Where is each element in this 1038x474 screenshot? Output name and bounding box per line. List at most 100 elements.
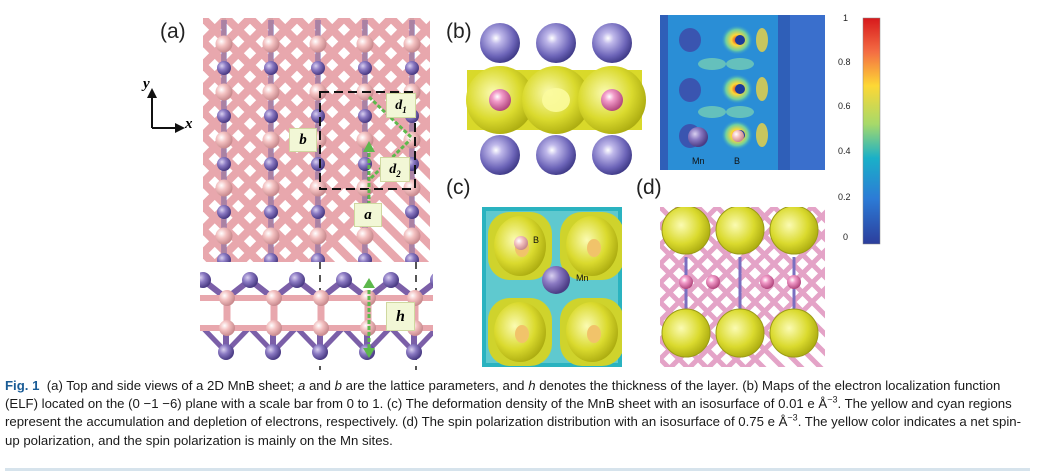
boron-bond [743,285,825,367]
spin-up-sphere [661,308,711,358]
axis-x-head [175,123,185,133]
panel-label-d: (d) [636,176,662,199]
boron-bond [203,18,347,165]
mn-atom [430,273,433,287]
mn-atom [265,344,281,360]
boron-atom [215,35,233,53]
elf-highlight [542,88,570,112]
mn-atom [217,157,231,171]
boron-atom [403,131,421,149]
boron-atom [262,179,280,197]
boron-bond [203,18,300,118]
colorbar-tick-0: 0 [843,232,849,242]
boron-atom [313,320,329,336]
boron-atom [309,83,327,101]
lattice-arrow-d1 [367,95,413,139]
elf-low-spot [679,28,701,52]
mn-bond [200,277,205,287]
mn-atom [536,23,576,63]
boron-atom [266,320,282,336]
boron-bond [203,18,324,142]
elf-core [735,84,745,94]
boron-atom [309,35,327,53]
mn-atom [242,272,258,288]
mn-atom [405,253,419,262]
figure-graphics [0,15,1038,372]
lattice-label-b: b [289,128,317,152]
mn-bond [438,328,461,352]
mn-atom [200,272,211,288]
mn-atom [358,61,372,75]
boron-bond [0,18,205,278]
boron-bond [888,207,1038,372]
panel-c-deformation-density [482,207,622,367]
accumulation-core [587,325,601,343]
mn-atom [480,135,520,175]
boron-atom [219,320,235,336]
colorbar-tick-0.2: 0.2 [838,192,851,202]
boron-atom [514,236,528,250]
mn-atom [358,253,372,262]
arrow-head [363,348,375,358]
boron-bond [0,18,86,278]
axis-label-y: y [143,76,150,92]
mn-bond [438,280,461,298]
mn-atom [217,61,231,75]
arrow-head [363,278,375,288]
mn-atom [311,61,325,75]
panel-label-c: (c) [446,176,471,199]
boron-atom [309,227,327,245]
boron-bond [660,207,795,344]
boron-bond [203,18,206,24]
panel-a-side-view [200,262,461,370]
axis-label-x: x [185,116,193,132]
boron-bond [0,18,62,278]
boron-bond [211,43,430,262]
mn-atom [405,61,419,75]
mn-atom [264,109,278,123]
arrow-head [363,141,375,152]
boron-bond [0,18,180,278]
boron-atom [219,290,235,306]
elf-lobe [756,123,768,147]
boron-bond [0,18,15,278]
boron-atom [403,227,421,245]
boron-bond [0,18,133,278]
boron-atom [262,131,280,149]
mn-atom [336,272,352,288]
spin-up-sphere [769,207,819,255]
colorbar-tick-1: 1 [843,13,849,23]
panel-b-elf-structure [466,23,646,175]
mn-atom [592,135,632,175]
colorbar-tick-0.8: 0.8 [838,57,851,67]
atom-label-mn-c: Mn [576,273,589,283]
boron-bond [0,18,181,278]
boron-bond [810,207,825,224]
figure-caption: Fig. 1 (a) Top and side views of a 2D Mn… [5,378,1022,448]
boron-bond [258,90,430,262]
boron-atom [732,130,744,142]
boron-bond [831,207,1001,372]
boron-atom [262,83,280,101]
boron-atom [313,290,329,306]
mn-atom [218,344,234,360]
boron-bond [203,247,218,262]
axis-y-head [147,88,157,98]
atom-label-mn-b: Mn [692,156,705,166]
boron-atom [262,227,280,245]
elf-region [790,15,825,170]
colorbar-tick-0.4: 0.4 [838,146,851,156]
lattice-label-h: h [386,302,415,331]
boron-bond [203,18,253,71]
mn-atom [312,344,328,360]
boron-bond [869,207,1038,372]
elf-lobe [756,77,768,101]
boron-atom [266,290,282,306]
spin-up-sphere [715,308,765,358]
boron-bond [0,18,156,278]
spin-up-sphere [769,308,819,358]
mn-atom [311,253,325,262]
boron-bond [0,18,39,278]
mn-atom [264,61,278,75]
mn-atom [536,135,576,175]
